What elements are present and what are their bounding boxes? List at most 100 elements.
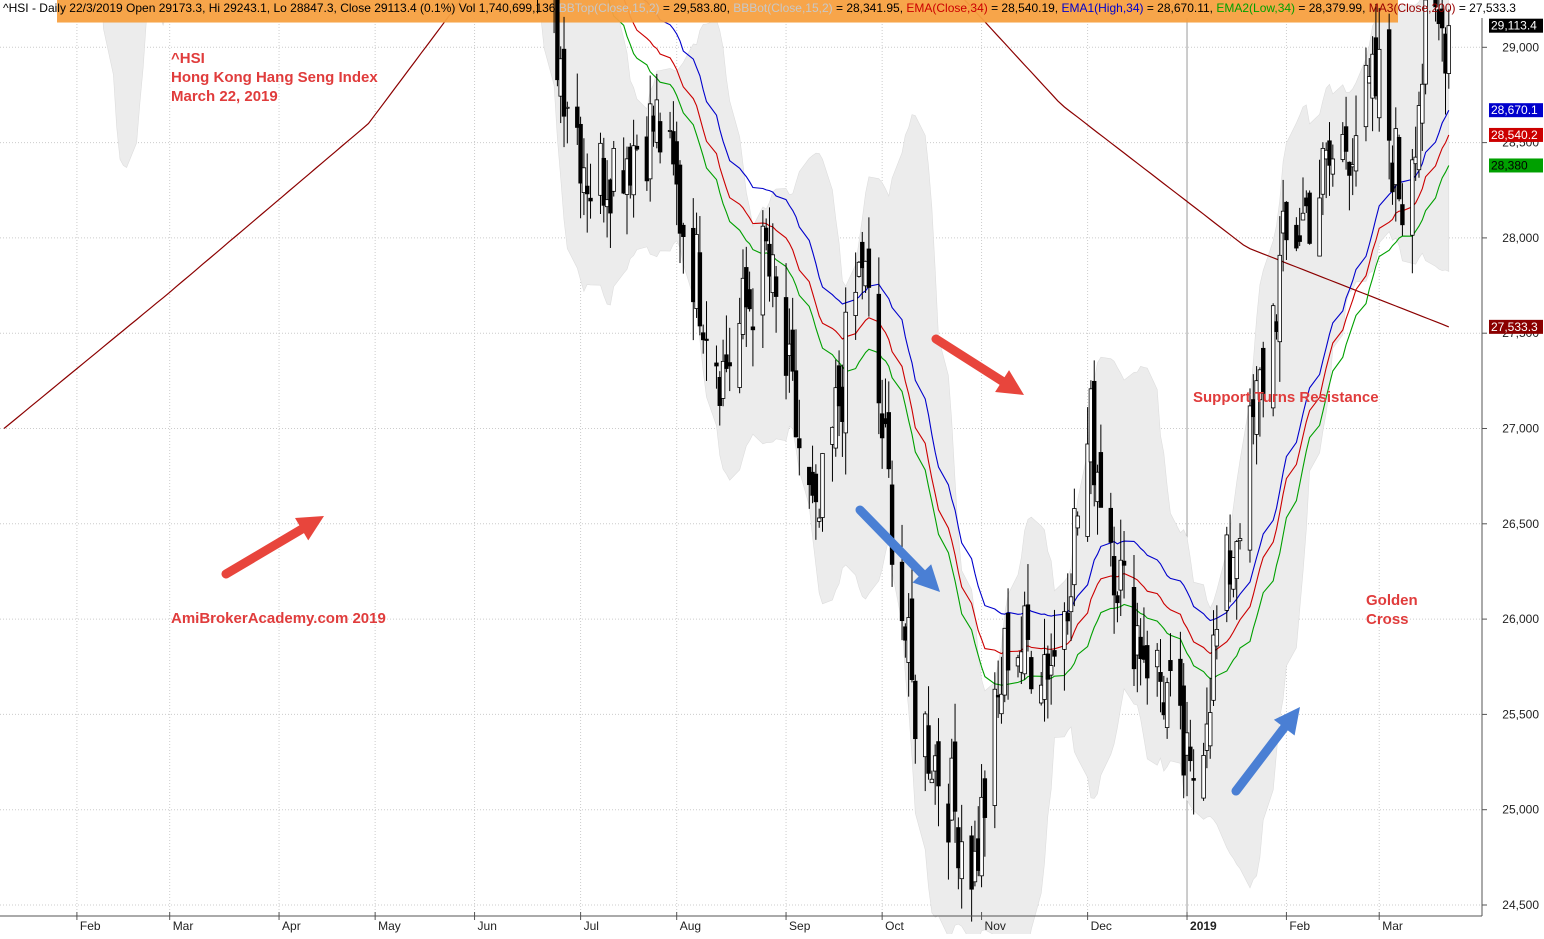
golden-cross-note-line1: Golden [1366, 592, 1418, 609]
candle-body [1164, 682, 1170, 728]
value-label-text: 28,670.1 [1491, 103, 1538, 117]
candle-body [611, 148, 616, 192]
resistance-zone [57, 0, 1399, 23]
header-part: EMA1(High,34) [1061, 1, 1143, 15]
value-label-box [1489, 158, 1543, 173]
value-label-text: 27,533.3 [1491, 320, 1538, 334]
candle-body [1184, 732, 1190, 756]
candle-body [1168, 660, 1173, 672]
candle-body [1347, 161, 1352, 176]
value-label-text: 28,540.2 [1491, 128, 1538, 142]
candle-body [714, 362, 719, 367]
golden-cross-note-line2: Cross [1366, 611, 1409, 628]
value-label-box [1489, 319, 1543, 334]
candle-body [1181, 685, 1186, 776]
candle-body [581, 167, 587, 193]
candle-body [1433, 0, 1438, 8]
candle-body [1065, 612, 1070, 622]
x-tick-label: Dec [1091, 919, 1112, 933]
candle-body [1320, 147, 1326, 195]
candle-body [913, 680, 918, 740]
ema-high-line [643, 0, 1450, 622]
y-tick-label: 29,000 [1502, 40, 1539, 54]
candle-body [816, 517, 822, 522]
candle-body [555, 0, 560, 81]
candle-body [1446, 25, 1452, 74]
candle-body [936, 741, 941, 787]
red-arrow-down-head [995, 370, 1024, 395]
chart-title-symbol: ^HSI [171, 50, 205, 67]
header-part: = 27,533.3 [1455, 1, 1516, 15]
candle-body [681, 224, 686, 237]
candle-body [1277, 254, 1283, 343]
blue-arrow-up-head [1273, 707, 1300, 736]
candle-body [634, 145, 640, 150]
candle-body [770, 254, 775, 294]
candle-body [1363, 64, 1369, 128]
candle-body [1121, 560, 1127, 566]
chart-title-date: March 22, 2019 [171, 88, 278, 105]
candle-body [886, 412, 891, 470]
candle-body [1208, 712, 1213, 747]
candle-body [773, 276, 779, 297]
x-tick-label: Apr [282, 919, 301, 933]
candle-body [565, 106, 570, 109]
candle-body [1270, 305, 1276, 409]
candle-body [1062, 611, 1067, 650]
header-part: ^HSI - Daily 22/3/2019 Open 29173.3, Hi … [3, 1, 559, 15]
header-part: = 28,540.19, [988, 1, 1062, 15]
value-label-box [1489, 18, 1543, 33]
candle-body [1075, 515, 1080, 529]
candle-body [674, 141, 679, 185]
candle-body [1052, 650, 1057, 657]
candle-body [1416, 105, 1422, 171]
candle-body [1029, 657, 1034, 690]
blue-arrow-up [1231, 723, 1289, 796]
candle-body [797, 438, 802, 449]
candle-body [1254, 380, 1259, 435]
candle-body [1330, 158, 1336, 175]
header-part: = 28,341.95, [833, 1, 907, 15]
candle-body [1191, 778, 1196, 781]
candle-body [899, 561, 905, 622]
watermark-text: AmiBrokerAcademy.com 2019 [171, 610, 386, 627]
candle-body [793, 370, 799, 438]
candle-body [1300, 212, 1306, 221]
candle-body [737, 322, 742, 388]
support-resistance-note: Support Turns Resistance [1193, 389, 1379, 406]
candle-body [1297, 235, 1302, 242]
y-tick-label: 28,000 [1502, 231, 1539, 245]
annotations: ^HSI Hong Kong Hang Seng Index March 22,… [171, 50, 1418, 628]
candle-body [860, 241, 865, 269]
candle-body [1048, 665, 1054, 676]
candle-body [1261, 347, 1266, 394]
candle-body [1188, 746, 1193, 762]
bollinger-band [101, 0, 1450, 939]
candle-body [1201, 755, 1206, 799]
x-tick-label: May [378, 919, 401, 933]
value-label-text: 29,113.4 [1491, 19, 1537, 33]
candle-body [1423, 0, 1428, 85]
candle-body [1400, 204, 1405, 226]
candle-body [876, 293, 882, 404]
candle-body [1377, 48, 1382, 119]
candle-body [1154, 649, 1160, 668]
candle-body [1178, 658, 1183, 706]
x-tick-label: Nov [985, 919, 1006, 933]
candle-body [1111, 556, 1117, 596]
candle-body [677, 164, 683, 234]
candle-body [1410, 159, 1415, 236]
candlesticks [537, 0, 1452, 922]
candle-body [578, 123, 583, 184]
candle-body [836, 365, 842, 407]
candle-body [647, 103, 653, 180]
chart-header: ^HSI - Daily 22/3/2019 Open 29173.3, Hi … [3, 1, 1516, 15]
x-tick-label: Mar [1382, 919, 1403, 933]
value-label-box [1489, 103, 1543, 118]
candle-body [1098, 452, 1104, 508]
x-tick-label: 2019 [1190, 919, 1217, 933]
candle-body [720, 360, 726, 399]
x-tick-label: Feb [80, 919, 101, 933]
ma200-path [3, 0, 1450, 429]
ma200-line [3, 0, 1450, 429]
